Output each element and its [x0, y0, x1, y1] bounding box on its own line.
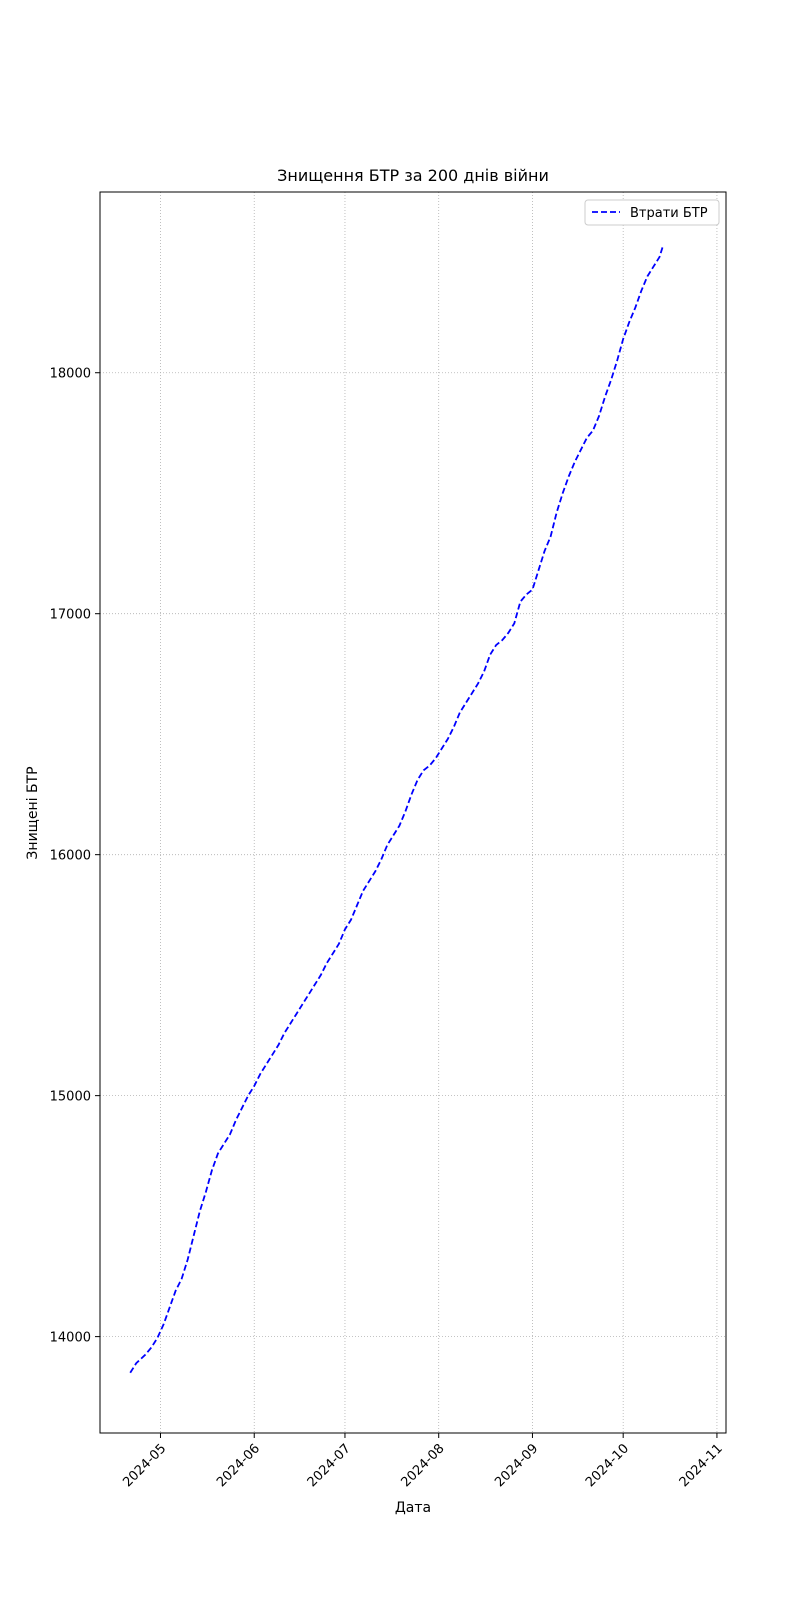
- y-tick-label: 14000: [50, 1331, 91, 1346]
- x-tick-label: 2024-06: [214, 1441, 263, 1490]
- legend-label: Втрати БТР: [630, 206, 708, 221]
- grid: [100, 192, 726, 1433]
- x-tick-label: 2024-11: [677, 1441, 726, 1490]
- x-axis-label: Дата: [395, 1500, 431, 1516]
- y-tick-label: 18000: [50, 367, 91, 382]
- x-tick-label: 2024-08: [399, 1441, 448, 1490]
- plot-frame: [99, 191, 727, 1434]
- y-axis-label: Знищені БТР: [25, 766, 41, 859]
- series-line: [129, 247, 664, 1374]
- y-axis: 14000 15000 16000 17000 18000: [50, 367, 100, 1346]
- series-layer: [129, 247, 664, 1374]
- y-tick-label: 15000: [50, 1090, 91, 1105]
- x-tick-label: 2024-10: [583, 1441, 632, 1490]
- x-tick-label: 2024-07: [305, 1441, 354, 1490]
- x-tick-label: 2024-05: [120, 1441, 169, 1490]
- chart-title: Знищення БТР за 200 днів війни: [277, 166, 549, 185]
- y-tick-label: 16000: [50, 849, 91, 864]
- legend: Втрати БТР: [584, 199, 720, 226]
- x-tick-label: 2024-09: [492, 1441, 541, 1490]
- x-axis: 2024-05 2024-06 2024-07 2024-08 2024-09 2024-…: [120, 1433, 726, 1490]
- y-tick-label: 17000: [50, 608, 91, 623]
- legend-box: [584, 199, 720, 226]
